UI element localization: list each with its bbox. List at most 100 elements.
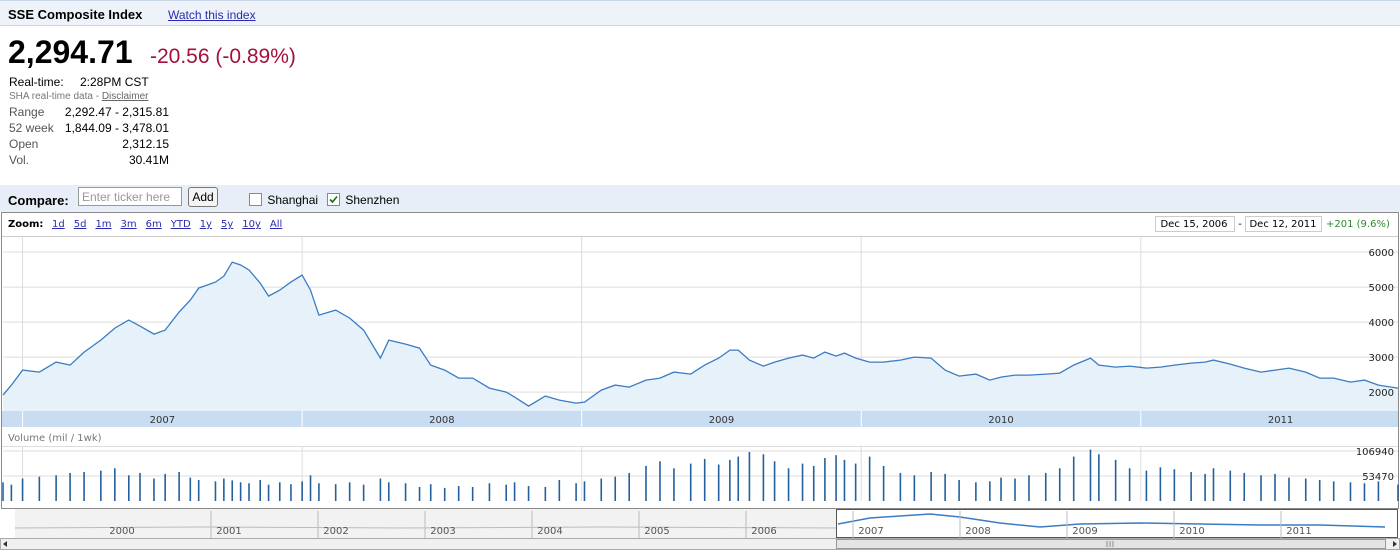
range-start: Dec 15, 2006: [1160, 219, 1227, 230]
volume-bar: [717, 464, 720, 501]
volume-bar: [729, 459, 731, 501]
zoom-option[interactable]: 1d: [52, 219, 65, 230]
volume-bar: [418, 486, 421, 501]
volume-bar: [505, 484, 508, 501]
volume-bar: [1098, 454, 1100, 501]
navigator-year: 2009: [1072, 526, 1097, 537]
option-label: Shenzhen: [345, 192, 400, 207]
zoom-option[interactable]: 5d: [74, 219, 87, 230]
date-box[interactable]: [1155, 216, 1235, 232]
navigator-year: 2005: [644, 526, 669, 537]
plots: 2007 2008 2009 2010 2011 2000 3000 4000 5000 6000…: [2, 237, 1399, 501]
volume-bar: [100, 470, 102, 501]
stat-value: 30.41M: [128, 153, 169, 167]
zoom-option[interactable]: 10y: [242, 219, 261, 230]
volume-bar: [1229, 470, 1232, 501]
volume-bar: [1204, 473, 1206, 501]
disclaimer-link[interactable]: Disclaimer: [101, 91, 149, 102]
volume-bar: [703, 458, 706, 501]
volume-bar: [843, 459, 846, 501]
range-separator: -: [1238, 219, 1242, 230]
zoom-option[interactable]: YTD: [170, 219, 191, 230]
zoom-option[interactable]: 3m: [121, 219, 137, 230]
volume-bar: [689, 463, 692, 501]
volume-bar: [259, 479, 261, 501]
volume-bar: [318, 483, 320, 501]
volume-bar: [882, 465, 885, 501]
navigator-line: [14, 526, 837, 529]
volume-bar: [164, 473, 166, 501]
compare-option[interactable]: Shenzhen: [327, 192, 399, 207]
x-tick-label: 2007: [150, 415, 175, 426]
volume-bar: [21, 478, 24, 501]
volume-bar: [1190, 472, 1192, 501]
volume-bar: [1072, 456, 1075, 501]
volume-bar: [835, 455, 837, 501]
checkbox[interactable]: [249, 193, 262, 207]
stat-value: 2,292.47 - 2,315.81: [64, 105, 169, 119]
volume-bar: [600, 478, 603, 501]
volume-bar: [527, 486, 530, 501]
volume-bar: [1397, 484, 1399, 501]
volume-bar: [214, 481, 217, 501]
compare-option[interactable]: Shanghai: [249, 192, 318, 207]
y-tick-label: 106940: [1356, 447, 1394, 458]
volume-bar: [1128, 468, 1131, 501]
zoom-option[interactable]: All: [270, 219, 282, 230]
volume-bar: [267, 484, 270, 501]
volume-bar: [748, 451, 751, 501]
zoom-label: Zoom:: [8, 219, 43, 230]
zoom-option[interactable]: 1m: [95, 219, 111, 230]
y-tick-label: 4000: [1369, 318, 1394, 329]
volume-bar: [429, 484, 432, 501]
source: SHA real-time data -: [9, 91, 100, 102]
volume-bar: [787, 468, 790, 501]
volume-bar: [1260, 475, 1262, 501]
volume-bar: [773, 461, 776, 501]
volume-bar: [583, 481, 586, 501]
volume-bar: [189, 477, 192, 501]
navigator-year: 2007: [858, 526, 883, 537]
volume-bar: [334, 484, 337, 501]
volume-bar: [944, 473, 946, 501]
zoom-option[interactable]: 1y: [200, 219, 212, 230]
volume-bar: [290, 484, 292, 501]
area-fill: [3, 262, 1398, 411]
ticker-input[interactable]: Enter ticker here: [78, 187, 182, 206]
volume-bar: [812, 465, 815, 501]
compare-bar: Compare: Enter ticker here Add Shanghai …: [0, 185, 1400, 212]
volume-bar: [443, 487, 446, 501]
range-change: +201 (9.6%): [1326, 219, 1390, 230]
date-box[interactable]: [1245, 216, 1322, 232]
navigator-year: 2006: [751, 526, 776, 537]
volume-bar: [854, 463, 857, 501]
navigator-year: 2011: [1286, 526, 1311, 537]
zoom-option[interactable]: 6m: [146, 219, 162, 230]
price-line: [2, 261, 1399, 407]
volume-bar: [575, 483, 577, 501]
volume-bar: [301, 481, 303, 501]
volume-bar: [544, 486, 547, 501]
volume-bar: [457, 486, 460, 501]
volume-bar: [1318, 479, 1321, 501]
zoom-option[interactable]: 5y: [221, 219, 233, 230]
checkbox[interactable]: [327, 193, 340, 207]
navigator-year: 2000: [109, 526, 134, 537]
scroll-left[interactable]: [3, 541, 7, 547]
volume-bar: [1089, 449, 1092, 501]
scroll-right[interactable]: [1393, 541, 1397, 547]
volume-bar: [824, 457, 826, 501]
volume-bar: [471, 486, 474, 501]
chart-title: Volume (mil / 1wk): [8, 433, 102, 444]
volume-bar: [1243, 472, 1246, 501]
navigator-year: 2004: [537, 526, 562, 537]
volume-bar: [239, 482, 242, 501]
volume-bar: [1304, 478, 1307, 501]
volume-bar: [1000, 477, 1002, 501]
volume-bar: [628, 472, 631, 501]
add-button[interactable]: Add: [188, 187, 218, 207]
watch-link[interactable]: Watch this index: [168, 8, 256, 22]
stat-value: 2,312.15: [122, 137, 169, 151]
volume-bar: [114, 468, 116, 501]
scroll-thumb[interactable]: [836, 539, 1386, 549]
